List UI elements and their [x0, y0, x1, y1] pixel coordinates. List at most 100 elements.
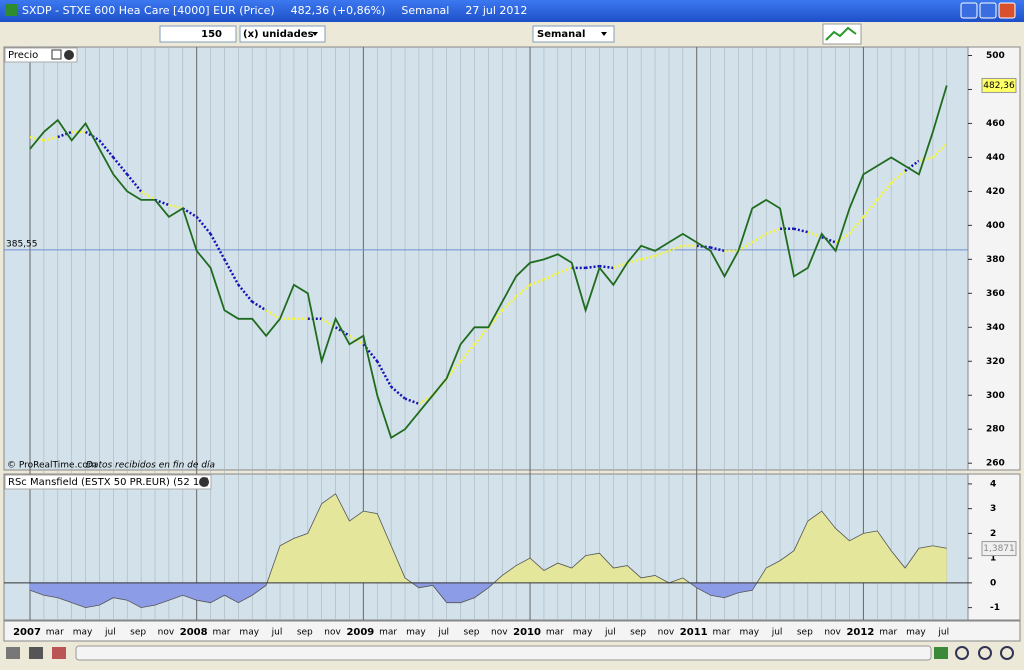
x-axis-area — [3, 620, 1021, 642]
quantity-input[interactable] — [159, 25, 237, 43]
average-segment — [501, 295, 518, 312]
x-tick-label: jul — [437, 628, 449, 638]
x-tick-label: 2008 — [180, 627, 208, 638]
x-tick-label: nov — [824, 628, 841, 638]
x-tick-label: jul — [604, 628, 616, 638]
y-tick-label: 260 — [986, 459, 1005, 469]
plot-area — [4, 85, 968, 440]
y-tick-label: 4 — [990, 479, 996, 489]
average-segment — [182, 207, 198, 218]
positive-area — [30, 493, 947, 583]
average-segment — [154, 198, 170, 207]
x-tick-label: sep — [797, 628, 813, 638]
x-tick-label: nov — [658, 628, 675, 638]
average-segment — [668, 244, 684, 253]
x-tick-label: 2011 — [680, 627, 708, 638]
x-tick-label: may — [406, 628, 426, 638]
x-tick-label: sep — [464, 628, 480, 638]
plots — [4, 85, 968, 609]
x-tick-label: may — [239, 628, 259, 638]
x-tick-label: nov — [491, 628, 508, 638]
panel-window-button[interactable] — [51, 49, 62, 60]
close-button[interactable] — [998, 2, 1016, 19]
last-value-label: 482,36 — [983, 81, 1015, 91]
title-bar — [0, 0, 1024, 22]
period-value: Semanal — [537, 29, 585, 40]
price-panel-title: Precio — [8, 50, 38, 61]
zoom-area-button[interactable] — [955, 646, 969, 660]
mail-button[interactable] — [6, 647, 20, 659]
average-segment — [834, 232, 851, 244]
y-tick-label: 460 — [986, 119, 1005, 129]
maximize-button[interactable] — [979, 2, 997, 19]
y-tick-label: 400 — [986, 221, 1005, 231]
zoom-out-button[interactable] — [978, 646, 992, 660]
quantity-value: 150 — [201, 29, 222, 40]
price-panel — [3, 46, 969, 471]
minimize-button[interactable] — [960, 2, 978, 19]
scrollbar[interactable] — [75, 645, 932, 661]
average-segment — [140, 190, 156, 201]
x-tick-label: sep — [630, 628, 646, 638]
y-tick-label: -1 — [990, 603, 1000, 613]
x-tick-label: 2007 — [13, 627, 41, 638]
average-segment — [529, 278, 545, 287]
average-segment — [890, 170, 906, 184]
price-axis-area — [967, 46, 1021, 471]
y-tick-label: 440 — [986, 153, 1005, 163]
x-tick-label: jul — [771, 628, 783, 638]
y-tick-label: 380 — [986, 255, 1005, 265]
x-tick-label: mar — [212, 628, 230, 638]
zoom-in-button[interactable] — [1000, 646, 1014, 660]
y-tick-label: 320 — [986, 357, 1005, 367]
x-tick-label: mar — [713, 628, 731, 638]
x-tick-label: sep — [297, 628, 313, 638]
copyright: © ProRealTime.com — [7, 461, 97, 471]
last-value-box — [981, 77, 1017, 93]
cut-button[interactable] — [52, 647, 66, 659]
average-segment — [251, 300, 267, 312]
panel-close-button[interactable] — [64, 50, 74, 60]
y-tick-label: 420 — [986, 187, 1005, 197]
x-tick-label: mar — [379, 628, 397, 638]
print-button[interactable] — [29, 647, 43, 659]
last-value-label: 1,3871 — [983, 544, 1015, 554]
negative-area — [30, 582, 757, 608]
dropdown-arrow — [312, 32, 318, 36]
average-segment — [765, 227, 781, 236]
x-tick-label: mar — [546, 628, 564, 638]
x-tick-label: may — [739, 628, 759, 638]
average-segment — [751, 232, 767, 244]
unit-dropdown[interactable] — [239, 25, 326, 43]
zoom-fit-button[interactable] — [934, 647, 948, 659]
window-controls — [960, 2, 1016, 19]
panel-close-button[interactable] — [199, 477, 209, 487]
data-note: Datos recibidos en fin de día — [86, 461, 215, 471]
period-dropdown[interactable] — [532, 25, 615, 43]
average-segment — [265, 309, 281, 320]
x-tick-label: may — [73, 628, 93, 638]
average-segment — [404, 397, 420, 405]
chart-type-icon — [825, 26, 857, 41]
average-segment — [557, 266, 573, 275]
y-tick-label: 280 — [986, 425, 1005, 435]
y-tick-label: 500 — [986, 51, 1005, 61]
window-title: SXDP - STXE 600 Hea Care [4000] EUR (Pri… — [22, 4, 527, 17]
app-icon — [5, 4, 17, 16]
y-tick-label: 340 — [986, 323, 1005, 333]
plot-area — [4, 493, 968, 609]
y-tick-label: 1 — [990, 554, 996, 564]
title-text: SXDP - STXE 600 Hea Care [4000] EUR (Pri… — [22, 4, 275, 17]
title-text: Semanal — [401, 4, 449, 17]
rsc-line — [29, 493, 947, 609]
unit-value: (x) unidades — [243, 29, 314, 40]
reference-label: 385,55 — [6, 239, 38, 249]
average-segment — [515, 283, 531, 298]
x-tick-label: nov — [158, 628, 175, 638]
toolbar — [0, 22, 1024, 46]
average-segment — [904, 159, 920, 173]
x-tick-label: 2012 — [846, 627, 874, 638]
price-line — [29, 85, 948, 440]
